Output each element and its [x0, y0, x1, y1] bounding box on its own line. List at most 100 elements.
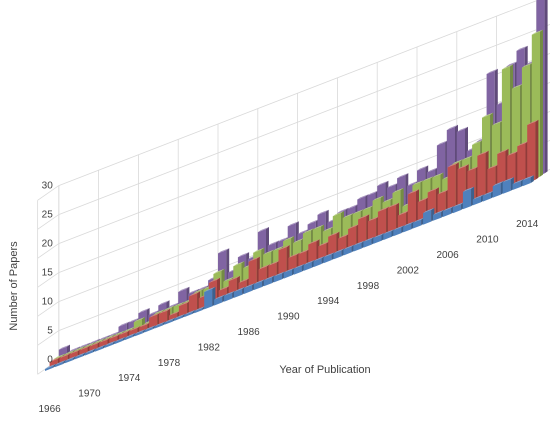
bar-top: [98, 335, 110, 341]
bar-side: [535, 119, 539, 180]
bar-top: [184, 309, 196, 316]
bar-side: [162, 321, 166, 326]
bar-top: [337, 207, 349, 213]
bar-top: [168, 302, 180, 308]
bar-front: [443, 208, 452, 217]
bar-top: [244, 283, 256, 289]
gridline-y: [37, 111, 550, 317]
bar-top: [377, 206, 390, 212]
bar-front: [224, 292, 233, 302]
bar-front: [472, 196, 481, 206]
bar-front: [188, 293, 198, 314]
bar-top: [472, 194, 484, 200]
bar-top: [507, 150, 519, 156]
bar-top: [357, 194, 369, 200]
bar-front: [234, 288, 243, 298]
bar-top: [108, 331, 120, 337]
bar: [407, 189, 419, 230]
bar: [214, 294, 226, 306]
bar-side: [544, 0, 548, 174]
bar-top: [213, 268, 225, 274]
bar-top: [462, 155, 474, 161]
bar-front: [74, 354, 83, 360]
bar-top: [173, 301, 185, 307]
bar-top: [94, 338, 106, 344]
bar-top: [462, 186, 475, 192]
bar-top: [293, 238, 305, 244]
bar-front: [423, 209, 432, 225]
bar-top: [253, 279, 266, 285]
bar: [94, 344, 106, 352]
bar-front: [482, 192, 491, 202]
bar-front: [403, 223, 412, 233]
bar: [174, 313, 186, 321]
bar-top: [109, 333, 121, 339]
bar-top: [358, 214, 370, 220]
bar: [55, 359, 67, 368]
bar-top: [139, 322, 151, 328]
y-tick-label: 15: [42, 268, 54, 279]
bar-top: [159, 308, 171, 314]
bar-front: [244, 285, 253, 294]
bar-top: [457, 164, 469, 170]
bar-top: [283, 236, 295, 242]
bar-top: [84, 342, 96, 348]
bar-front: [194, 308, 203, 314]
y-tick-label: 30: [42, 181, 54, 192]
bar-top: [322, 226, 334, 232]
bar-side: [132, 332, 136, 337]
bar: [303, 259, 315, 271]
bar-top: [417, 165, 429, 171]
bar-top: [502, 177, 514, 183]
bar-front: [452, 204, 462, 214]
bar-top: [413, 217, 425, 223]
y-tick-label: 20: [42, 239, 54, 250]
bar-top: [506, 61, 518, 67]
bar-top: [348, 223, 360, 230]
bar-front: [413, 219, 422, 229]
bar-top: [313, 256, 325, 262]
bar-top: [104, 334, 116, 340]
bar-top: [138, 308, 150, 314]
bar-top: [273, 245, 285, 251]
bar-top: [312, 224, 325, 230]
bar: [134, 329, 146, 337]
x-tick-label: 1990: [277, 312, 300, 323]
bar-top: [164, 317, 176, 323]
bar: [64, 356, 77, 364]
bar-front: [462, 188, 472, 210]
bar-top: [387, 202, 400, 208]
bar-top: [343, 244, 355, 250]
bar-front: [407, 191, 416, 230]
bar-top: [68, 346, 80, 352]
bar-top: [383, 229, 395, 235]
bar-top: [258, 264, 270, 270]
y-tick-label: 0: [47, 355, 53, 366]
bar-top: [278, 245, 290, 251]
bar-top: [58, 344, 70, 350]
bar-top: [193, 288, 205, 294]
bar-top: [208, 277, 220, 283]
bar-front: [154, 323, 163, 329]
bar-front: [104, 342, 113, 348]
bar-top: [467, 166, 479, 172]
bar: [84, 348, 96, 356]
y-tick-label: 5: [47, 326, 53, 337]
bar-top: [124, 332, 136, 339]
bar-top: [169, 310, 181, 316]
bar-top: [158, 300, 170, 306]
bar: [154, 321, 166, 329]
bar-top: [362, 205, 374, 211]
bar-top: [397, 173, 409, 179]
bar-top: [527, 119, 539, 125]
bar-top: [153, 309, 165, 315]
bar-top: [531, 29, 543, 35]
bar-side: [112, 340, 116, 345]
bar-top: [64, 349, 76, 355]
bar-top: [277, 236, 289, 242]
bar-top: [397, 210, 409, 216]
tick-labels: 0 5 10 15 20 25 30 1966 1970 1974 1978 1982 1986 1990…: [38, 181, 538, 415]
bar-top: [283, 267, 295, 273]
bar-top: [104, 340, 116, 346]
bar-top: [78, 342, 90, 348]
